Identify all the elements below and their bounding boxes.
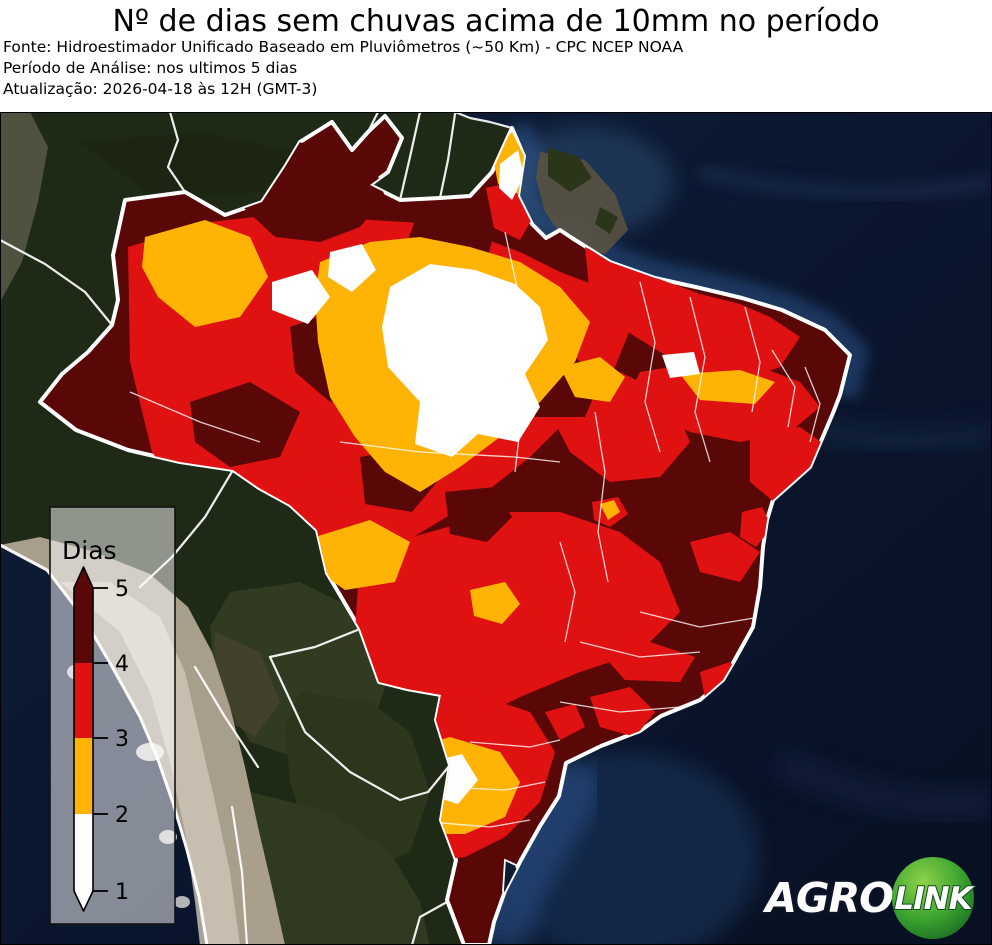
agrolink-logo-agro-text: AGRO bbox=[762, 874, 893, 922]
period-line: Período de Análise: nos ultimos 5 dias bbox=[3, 59, 298, 77]
legend-tick-label: 3 bbox=[115, 727, 129, 752]
header: Nº de dias sem chuvas acima de 10mm no p… bbox=[0, 0, 992, 112]
state-borders bbox=[129, 231, 821, 828]
legend-tick-label: 5 bbox=[115, 577, 129, 602]
agrolink-logo: AGRO LINK bbox=[760, 857, 977, 939]
legend-box bbox=[49, 506, 176, 925]
legend-tick-label: 2 bbox=[115, 803, 129, 828]
legend-arrow-top bbox=[74, 567, 93, 588]
legend-segment-4-5 bbox=[74, 588, 93, 663]
brazil-rain-map: Dias 5 4 3 2 1 AGRO LINK bbox=[0, 112, 992, 945]
legend-segment-2-3 bbox=[74, 738, 93, 814]
agrolink-logo-globe bbox=[892, 857, 974, 939]
brazil-region bbox=[38, 114, 852, 945]
agrolink-logo-link-text: LINK bbox=[894, 881, 974, 917]
legend-tick-label: 1 bbox=[115, 880, 129, 905]
colombia-andes-ridge bbox=[0, 112, 48, 302]
update-line: Atualização: 2026-04-18 às 12H (GMT-3) bbox=[3, 80, 318, 98]
source-line: Fonte: Hidroestimador Unificado Baseado … bbox=[3, 38, 684, 56]
legend-arrow-bottom bbox=[74, 891, 93, 911]
map-area: Dias 5 4 3 2 1 AGRO LINK bbox=[0, 112, 992, 945]
legend-colorbar: 5 4 3 2 1 bbox=[73, 566, 129, 912]
legend-title: Dias bbox=[62, 536, 117, 565]
legend-segment-3-4 bbox=[74, 663, 93, 738]
guianas-coastline bbox=[453, 112, 514, 130]
page-title: Nº de dias sem chuvas acima de 10mm no p… bbox=[112, 4, 880, 39]
legend-segment-1-2 bbox=[74, 814, 93, 891]
days-1-2-layer bbox=[272, 150, 700, 804]
legend-tick-label: 4 bbox=[115, 652, 129, 677]
legend: Dias 5 4 3 2 1 bbox=[49, 506, 176, 925]
